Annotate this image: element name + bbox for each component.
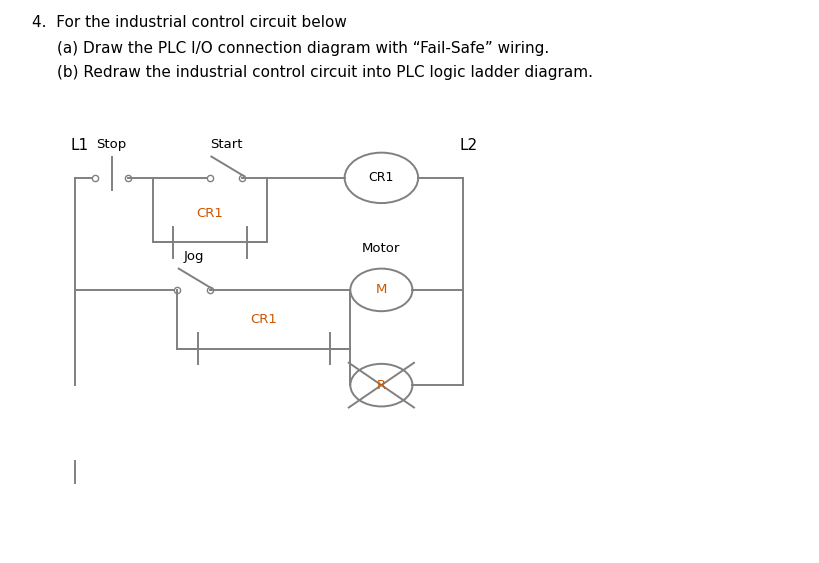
Text: 4.  For the industrial control circuit below: 4. For the industrial control circuit be… <box>33 15 347 30</box>
Text: M: M <box>375 283 387 296</box>
Text: Motor: Motor <box>362 242 400 254</box>
Text: R: R <box>377 379 386 392</box>
Text: Start: Start <box>210 138 242 151</box>
Text: CR1: CR1 <box>369 171 394 184</box>
Text: L1: L1 <box>70 137 89 153</box>
Text: Stop: Stop <box>97 138 127 151</box>
Text: L2: L2 <box>459 137 477 153</box>
Text: CR1: CR1 <box>196 207 223 220</box>
Text: CR1: CR1 <box>250 314 277 327</box>
Text: (a) Draw the PLC I/O connection diagram with “Fail-Safe” wiring.: (a) Draw the PLC I/O connection diagram … <box>57 41 549 56</box>
Text: Jog: Jog <box>183 250 203 263</box>
Text: (b) Redraw the industrial control circuit into PLC logic ladder diagram.: (b) Redraw the industrial control circui… <box>57 65 592 81</box>
